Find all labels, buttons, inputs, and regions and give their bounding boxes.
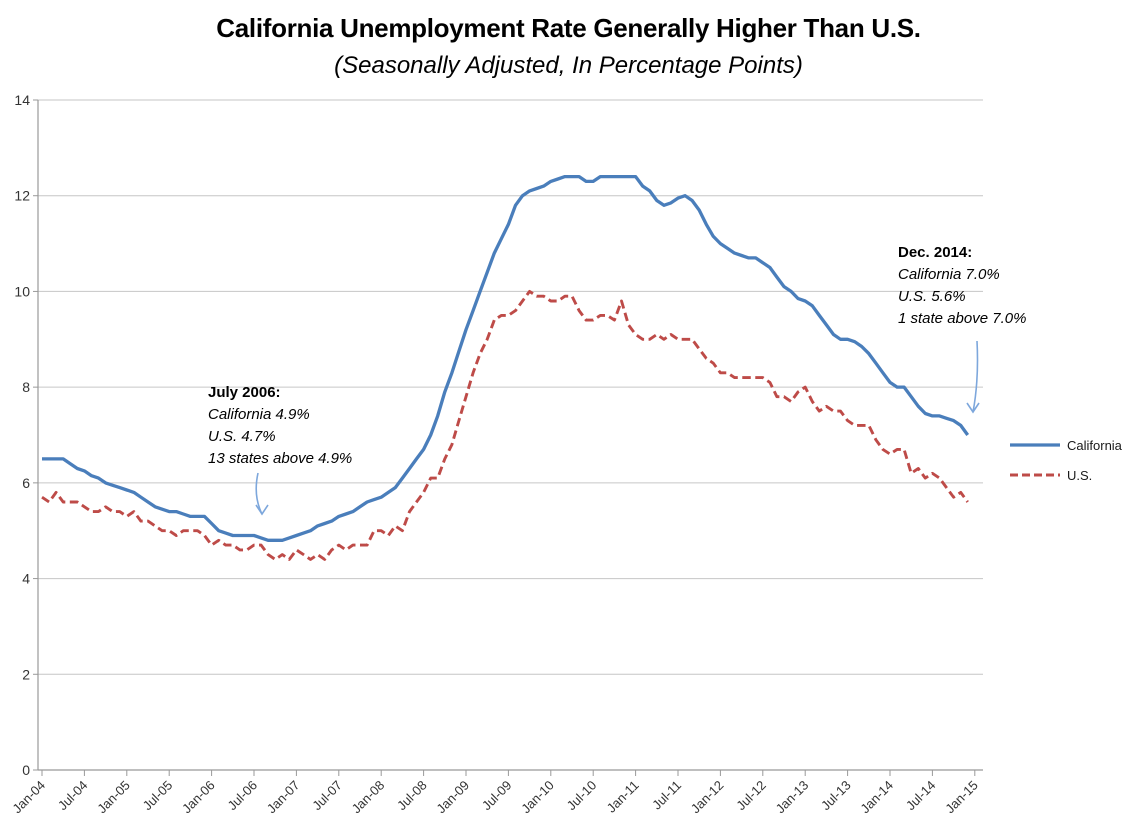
x-tick-label: Jan-07 [264, 778, 303, 817]
x-tick-label: Jul-14 [903, 778, 939, 814]
x-tick-label: Jul-08 [394, 778, 430, 814]
california-line-sample-icon [1010, 443, 1060, 447]
legend-label-california: California [1067, 437, 1122, 453]
x-tick-label: Jul-11 [649, 778, 684, 813]
annotation-arrow-july-2006-head [255, 504, 269, 516]
annotation-july-2006-title: July 2006: [208, 384, 281, 401]
chart-subtitle: (Seasonally Adjusted, In Percentage Poin… [334, 52, 803, 79]
x-tick-label: Jan-14 [857, 778, 896, 817]
x-tick-label: Jan-09 [433, 778, 472, 817]
x-tick-label: Jul-04 [55, 778, 91, 814]
y-tick-label: 6 [22, 475, 30, 491]
annotation-arrow-dec-2014 [972, 340, 979, 413]
x-tick-label: Jul-12 [733, 778, 769, 814]
annotation-july-2006-states-note: 13 states above 4.9% [208, 450, 353, 467]
legend-label-us: U.S. [1067, 467, 1093, 483]
x-tick-label: Jan-12 [688, 778, 727, 817]
annotation-dec-2014-us-value: U.S. 5.6% [898, 288, 966, 305]
x-tick-label: Jul-07 [309, 778, 345, 814]
annotation-arrow-dec-2014-head [966, 402, 980, 414]
x-tick-label: Jan-06 [179, 778, 218, 817]
x-tick-label: Jul-06 [224, 778, 260, 814]
y-tick-label: 2 [22, 666, 30, 682]
chart-title: California Unemployment Rate Generally H… [216, 13, 921, 43]
x-tick-label: Jul-09 [479, 778, 515, 814]
annotation-july-2006: July 2006: California 4.9% U.S. 4.7% 13 … [208, 382, 352, 470]
y-tick-label: 14 [14, 92, 30, 108]
california-line [42, 174, 970, 542]
y-tick-label: 4 [22, 571, 30, 587]
x-tick-label: Jan-08 [349, 778, 388, 817]
y-tick-label: 10 [14, 283, 30, 299]
annotation-dec-2014-california-value: California 7.0% [898, 266, 1000, 283]
annotation-dec-2014-states-note: 1 state above 7.0% [898, 310, 1027, 327]
y-tick-label: 12 [14, 188, 30, 204]
x-tick-label: Jan-05 [94, 778, 133, 817]
legend: California U.S. [1008, 437, 1122, 497]
x-tick-label: Jul-05 [140, 778, 176, 814]
annotation-dec-2014-title: Dec. 2014: [898, 244, 973, 261]
x-tick-label: Jan-10 [518, 778, 557, 817]
x-tick-label: Jan-13 [773, 778, 812, 817]
y-tick-label: 8 [22, 379, 30, 395]
x-tick-label: Jan-04 [9, 778, 48, 817]
us-line [41, 289, 969, 561]
x-tick-label: Jul-10 [564, 778, 600, 814]
annotation-july-2006-california-value: California 4.9% [208, 406, 310, 423]
x-tick-label: Jan-11 [604, 778, 642, 816]
us-line-sample-icon [1010, 473, 1060, 477]
y-tick-label: 0 [22, 762, 30, 778]
legend-item-california: California [1008, 437, 1122, 453]
annotation-dec-2014: Dec. 2014: California 7.0% U.S. 5.6% 1 s… [898, 242, 1026, 330]
x-tick-label: Jan-15 [942, 778, 981, 817]
x-tick-label: Jul-13 [818, 778, 854, 814]
legend-item-us: U.S. [1008, 467, 1122, 483]
annotation-july-2006-us-value: U.S. 4.7% [208, 428, 276, 445]
